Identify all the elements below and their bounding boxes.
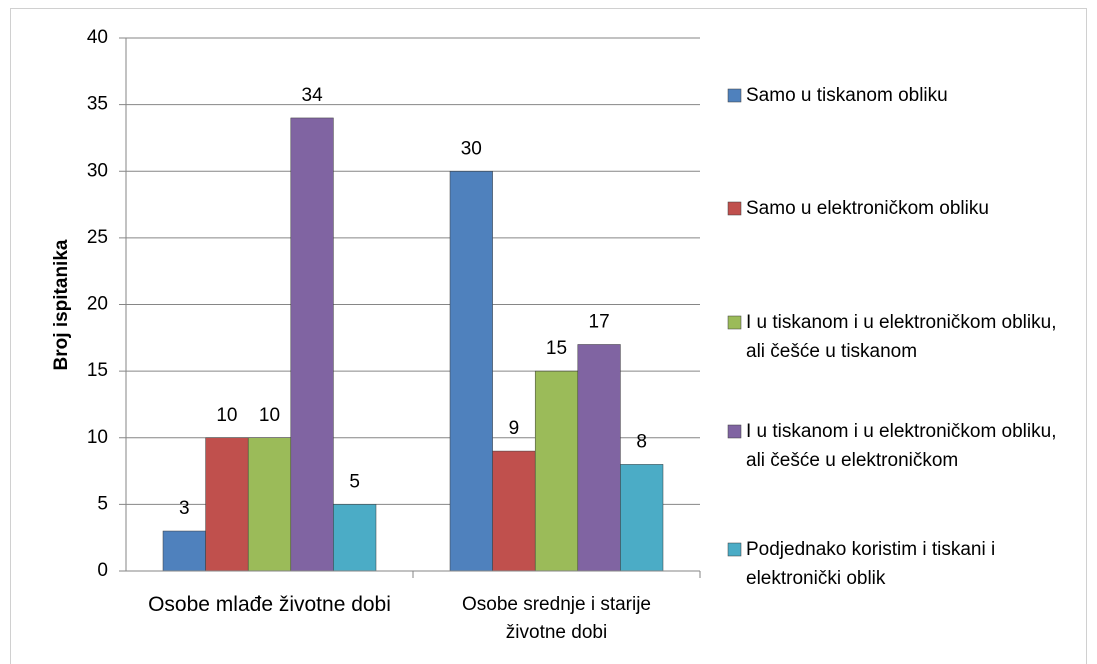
y-tick-label: 35 [87, 94, 108, 115]
bar [205, 437, 249, 572]
data-label: 10 [259, 405, 280, 426]
y-tick-label: 0 [97, 560, 108, 581]
legend-label: I u tiskanom i u elektroničkom obliku, a… [746, 312, 1057, 362]
legend-swatch [727, 424, 742, 439]
legend-label: Samo u tiskanom obliku [746, 85, 948, 106]
bar [534, 370, 579, 572]
chart-border [10, 8, 1087, 664]
y-tick-label: 15 [87, 360, 108, 381]
data-label: 17 [589, 311, 610, 332]
y-tick-label: 5 [97, 493, 108, 514]
data-label: 3 [179, 498, 190, 519]
x-tick-label: Osobe srednje i starije životne dobi [461, 594, 652, 643]
legend-swatch [727, 315, 742, 330]
y-axis-title: Broj ispitanika [51, 239, 72, 370]
y-tick-label: 25 [87, 227, 108, 248]
bar [492, 450, 536, 572]
legend-swatch [727, 201, 742, 216]
legend-label: Samo u elektroničkom obliku [746, 198, 989, 219]
data-label: 10 [216, 405, 237, 426]
bar [247, 437, 292, 572]
x-tick-label: Osobe mlađe životne dobi [148, 593, 391, 616]
bar [577, 344, 621, 572]
data-label: 34 [302, 85, 324, 106]
bar [333, 504, 377, 572]
data-label: 15 [546, 338, 567, 359]
bar [449, 171, 493, 572]
y-tick-label: 30 [87, 160, 108, 181]
legend-swatch [727, 542, 742, 557]
y-tick-label: 10 [87, 427, 108, 448]
data-label: 30 [461, 138, 482, 159]
data-label: 8 [636, 431, 647, 452]
data-label: 9 [509, 418, 520, 439]
legend-label: I u tiskanom i u elektroničkom obliku, a… [746, 421, 1057, 471]
data-label: 5 [349, 471, 360, 492]
bar [620, 464, 664, 572]
bar [162, 530, 206, 572]
y-tick-label: 20 [87, 294, 108, 315]
y-tick-label: 40 [87, 27, 108, 48]
legend-swatch [727, 88, 742, 103]
bar [290, 117, 334, 572]
legend-label: Podjednako koristim i tiskani i elektron… [746, 539, 996, 589]
